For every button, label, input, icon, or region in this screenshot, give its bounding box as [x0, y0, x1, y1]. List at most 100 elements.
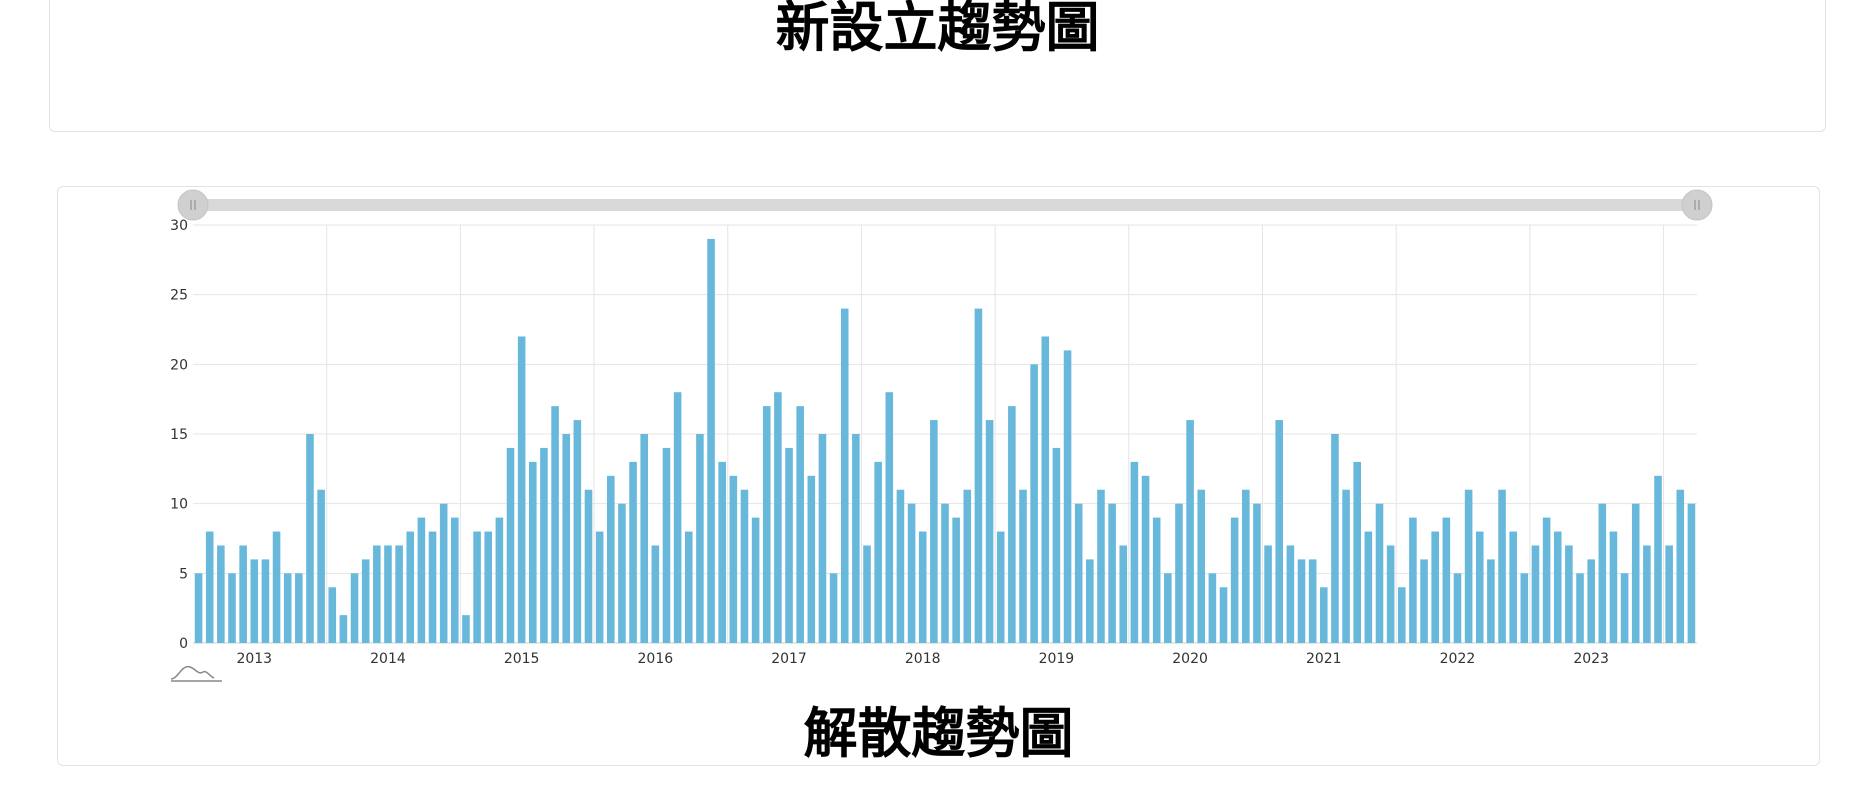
bar[interactable] [606, 475, 615, 643]
bar[interactable] [1008, 406, 1016, 643]
bar[interactable] [751, 517, 760, 643]
bar[interactable] [1074, 503, 1083, 643]
bar[interactable] [1375, 503, 1384, 643]
bar[interactable] [1286, 545, 1295, 643]
bar[interactable] [1130, 461, 1139, 643]
bar[interactable] [1397, 587, 1406, 643]
bar[interactable] [406, 531, 415, 643]
bar[interactable] [1442, 517, 1451, 643]
bar[interactable] [1152, 517, 1161, 643]
bar[interactable] [239, 545, 247, 643]
bar[interactable] [618, 503, 626, 643]
bar[interactable] [1565, 545, 1573, 643]
bar[interactable] [540, 447, 548, 643]
bar[interactable] [1475, 531, 1484, 643]
bar[interactable] [673, 392, 682, 643]
bar[interactable] [1030, 364, 1038, 643]
bar[interactable] [272, 531, 281, 643]
bar[interactable] [1487, 559, 1495, 643]
bar[interactable] [651, 545, 660, 643]
handle-knob[interactable] [1681, 189, 1713, 221]
bar[interactable] [1576, 573, 1584, 643]
bar[interactable] [662, 447, 671, 643]
bar[interactable] [1542, 517, 1551, 643]
bar[interactable] [1620, 573, 1629, 643]
bar[interactable] [807, 475, 816, 643]
bar[interactable] [350, 573, 359, 643]
bar[interactable] [529, 461, 537, 643]
bar[interactable] [1509, 531, 1517, 643]
bar[interactable] [1331, 434, 1339, 643]
bar[interactable] [1320, 587, 1328, 643]
bar[interactable] [1553, 531, 1562, 643]
bar[interactable] [718, 461, 726, 643]
bar[interactable] [907, 503, 916, 643]
bar[interactable] [762, 406, 771, 643]
bar[interactable] [584, 489, 593, 643]
bar[interactable] [283, 573, 292, 643]
bar[interactable] [1175, 503, 1183, 643]
bar[interactable] [261, 559, 270, 643]
bar[interactable] [1364, 531, 1373, 643]
bar[interactable] [629, 461, 637, 643]
bar[interactable] [707, 238, 715, 643]
bar[interactable] [1420, 559, 1428, 643]
bar[interactable] [451, 517, 459, 643]
bar[interactable] [684, 531, 693, 643]
bar[interactable] [1253, 503, 1261, 643]
bar[interactable] [1219, 587, 1228, 643]
bar[interactable] [339, 615, 348, 643]
zoom-slider-track[interactable] [193, 199, 1697, 211]
bar[interactable] [640, 434, 648, 643]
bar[interactable] [228, 573, 236, 643]
bar[interactable] [1643, 545, 1651, 643]
bar[interactable] [595, 531, 604, 643]
bar[interactable] [328, 587, 337, 643]
bar[interactable] [1464, 489, 1473, 643]
bar[interactable] [306, 434, 314, 643]
bar[interactable] [395, 545, 403, 643]
bar[interactable] [1297, 559, 1306, 643]
bar[interactable] [1019, 489, 1027, 643]
bar[interactable] [1498, 489, 1506, 643]
bar[interactable] [205, 531, 214, 643]
bar[interactable] [696, 434, 704, 643]
bar[interactable] [384, 545, 392, 643]
bar[interactable] [217, 545, 225, 643]
bar[interactable] [295, 573, 303, 643]
bar[interactable] [194, 573, 203, 643]
bar[interactable] [439, 503, 448, 643]
bar[interactable] [1587, 559, 1595, 643]
bar[interactable] [462, 615, 470, 643]
bar[interactable] [896, 489, 905, 643]
bar[interactable] [506, 447, 515, 643]
bar[interactable] [729, 475, 738, 643]
bar[interactable] [963, 489, 972, 643]
bar[interactable] [562, 434, 571, 643]
bar[interactable] [740, 489, 749, 643]
bar[interactable] [874, 461, 882, 643]
bar[interactable] [1687, 503, 1696, 643]
bar[interactable] [1052, 447, 1061, 643]
bar[interactable] [1141, 475, 1150, 643]
bar[interactable] [918, 531, 927, 643]
zoom-slider[interactable] [177, 189, 1713, 221]
bar[interactable] [1520, 573, 1529, 643]
bar[interactable] [573, 420, 582, 643]
bar[interactable] [785, 447, 793, 643]
bar[interactable] [1197, 489, 1206, 643]
bar[interactable] [1409, 517, 1417, 643]
bar[interactable] [852, 434, 860, 643]
bar[interactable] [1164, 573, 1172, 643]
bar[interactable] [473, 531, 481, 643]
bar[interactable] [1108, 503, 1116, 643]
bar[interactable] [1654, 475, 1662, 643]
bar[interactable] [1631, 503, 1640, 643]
mini-trend-icon[interactable] [170, 665, 222, 682]
bar[interactable] [840, 308, 849, 643]
bar[interactable] [1275, 420, 1284, 643]
bar[interactable] [1097, 489, 1105, 643]
bar[interactable] [774, 392, 782, 643]
bar[interactable] [996, 531, 1005, 643]
bar[interactable] [517, 336, 526, 643]
